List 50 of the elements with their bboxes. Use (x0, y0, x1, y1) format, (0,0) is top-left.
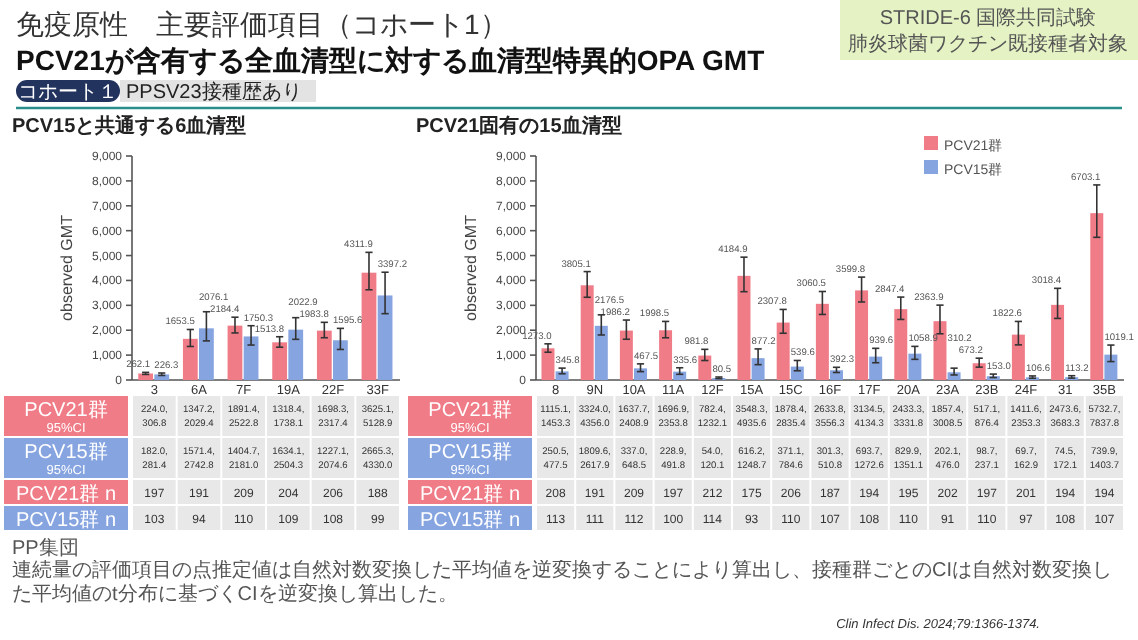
bar (227, 325, 243, 380)
series-label: PCV21群 (24, 398, 108, 422)
bar (634, 368, 647, 380)
bar (855, 290, 869, 380)
bar (316, 330, 332, 380)
bar (1104, 354, 1118, 380)
bar (377, 295, 393, 380)
text: 免疫原性 主要評価項目（コホート1） (16, 8, 508, 40)
bar (659, 330, 673, 380)
text: 肺炎球菌ワクチン既接種者対象 (848, 32, 1128, 56)
chart-title: PCV21固有の15血清型 (416, 114, 622, 138)
bar (869, 356, 883, 380)
bar (182, 338, 198, 380)
bar (894, 309, 908, 380)
bar (908, 353, 922, 380)
bar (1011, 334, 1025, 380)
bar (243, 336, 259, 380)
bar (541, 348, 555, 380)
bar (580, 285, 594, 380)
text: PCV15群 n (15, 510, 117, 532)
chart-title: PCV15と共通する6血清型 (12, 114, 247, 138)
bar (272, 342, 288, 380)
text: PCV21群 (428, 400, 512, 422)
text: PCV15群 (24, 440, 108, 464)
y-axis-title: observed GMT (462, 214, 480, 321)
bar (619, 330, 633, 380)
bar (199, 328, 214, 380)
bar (751, 358, 765, 380)
bar (288, 329, 304, 380)
bar (594, 325, 608, 380)
text: PCV21群 n (419, 484, 521, 506)
bar (333, 340, 348, 380)
bar (1090, 213, 1104, 380)
bar (776, 322, 790, 380)
bar (361, 272, 377, 380)
text: STRIDE-6 国際共同試験 (879, 6, 1097, 30)
bar (972, 363, 986, 380)
bar (830, 370, 843, 380)
text: PCV15群 n (419, 510, 521, 532)
text: PPSV23接種歴あり (126, 80, 302, 104)
text: PCV21群 n (15, 484, 117, 506)
text: コホート１ (18, 82, 118, 104)
bar (737, 275, 751, 380)
y-axis-title: observed GMT (58, 214, 76, 321)
bar (1051, 304, 1065, 380)
bar (815, 303, 829, 380)
text: PP集団 (12, 536, 79, 560)
text: PCV21が含有する全血清型に対する血清型特異的OPA GMT (16, 44, 766, 76)
bar (698, 355, 712, 380)
text: PCV15群 (428, 442, 512, 464)
